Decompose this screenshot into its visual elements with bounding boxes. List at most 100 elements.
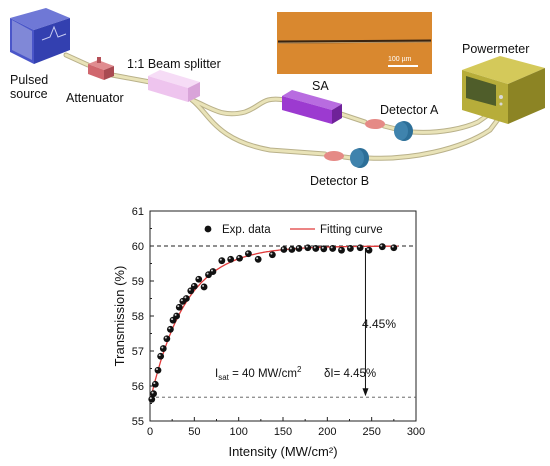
x-tick-label: 0 bbox=[147, 426, 153, 438]
data-point-highlight bbox=[188, 288, 191, 291]
data-point bbox=[175, 303, 183, 311]
data-point bbox=[195, 275, 203, 283]
data-point-highlight bbox=[237, 256, 240, 259]
x-axis-label: Intensity (MW/cm²) bbox=[228, 444, 337, 459]
attenuator-icon bbox=[88, 57, 114, 80]
x-tick-label: 50 bbox=[188, 426, 200, 438]
data-point-highlight bbox=[192, 284, 195, 287]
data-point-highlight bbox=[158, 354, 161, 357]
data-point-highlight bbox=[296, 246, 299, 249]
data-point bbox=[150, 390, 157, 398]
data-point-highlight bbox=[330, 246, 333, 249]
y-tick-label: 61 bbox=[132, 206, 144, 218]
reference-lines bbox=[150, 245, 416, 398]
data-point bbox=[173, 312, 181, 320]
y-tick-label: 57 bbox=[132, 346, 144, 358]
x-tick-label: 150 bbox=[274, 426, 292, 438]
data-point bbox=[320, 245, 328, 253]
data-point bbox=[338, 246, 345, 254]
y-axis-label: Transmission (%) bbox=[112, 266, 127, 367]
data-point bbox=[182, 295, 190, 302]
data-point-highlight bbox=[164, 336, 167, 339]
data-point bbox=[151, 380, 159, 388]
data-point bbox=[356, 244, 364, 252]
data-point bbox=[157, 352, 165, 360]
data-point bbox=[166, 325, 174, 333]
data-point-highlight bbox=[219, 258, 222, 261]
data-point-highlight bbox=[149, 397, 152, 400]
data-point bbox=[209, 268, 217, 275]
data-point-highlight bbox=[348, 246, 351, 249]
data-point-highlight bbox=[206, 272, 209, 275]
y-tick-label: 58 bbox=[132, 311, 144, 323]
data-point-highlight bbox=[358, 245, 361, 248]
y-tick-label: 59 bbox=[132, 276, 144, 288]
legend-label-points: Exp. data bbox=[222, 224, 271, 236]
data-point-highlight bbox=[228, 257, 231, 260]
data-point bbox=[312, 245, 320, 252]
data-point bbox=[254, 255, 262, 263]
data-point-highlight bbox=[313, 246, 316, 249]
data-point bbox=[190, 282, 198, 290]
data-point-highlight bbox=[289, 247, 292, 250]
data-point bbox=[154, 366, 162, 374]
data-point bbox=[159, 345, 167, 352]
data-point-highlight bbox=[380, 244, 383, 247]
fiber-paths bbox=[63, 52, 508, 161]
beam-splitter-icon bbox=[148, 70, 200, 102]
detector-a-icon bbox=[365, 119, 413, 141]
data-point-highlight bbox=[180, 299, 183, 302]
data-point-highlight bbox=[161, 346, 164, 349]
data-point bbox=[218, 257, 226, 265]
data-point-highlight bbox=[174, 313, 177, 316]
data-point bbox=[304, 244, 312, 252]
data-points bbox=[148, 243, 398, 403]
scale-bar-label: 100 µm bbox=[388, 56, 412, 63]
data-point-highlight bbox=[391, 245, 394, 248]
data-point bbox=[329, 245, 337, 252]
delta-label: 4.45% bbox=[362, 317, 396, 331]
powermeter-label: Powermeter bbox=[462, 42, 530, 56]
data-point-highlight bbox=[256, 257, 259, 260]
data-point bbox=[346, 245, 354, 252]
data-point bbox=[200, 283, 208, 291]
data-point-highlight bbox=[155, 368, 158, 371]
data-point bbox=[288, 246, 296, 253]
powermeter-icon bbox=[462, 56, 545, 124]
legend-marker-points bbox=[204, 225, 212, 233]
data-point-highlight bbox=[196, 277, 199, 280]
axis-ticks: 0 50 100 150 200 250 300 55 56 57 58 59 60 61 bbox=[132, 206, 425, 438]
sa-microscope-image bbox=[277, 12, 432, 74]
data-point bbox=[236, 254, 243, 262]
data-point-highlight bbox=[184, 296, 187, 299]
detector-b-icon bbox=[324, 148, 369, 168]
data-point bbox=[227, 255, 235, 263]
data-point bbox=[295, 245, 303, 252]
setup-diagram bbox=[10, 8, 545, 168]
data-point bbox=[245, 250, 252, 258]
x-tick-label: 200 bbox=[318, 426, 336, 438]
data-point-highlight bbox=[321, 246, 324, 249]
fitting-curve bbox=[149, 245, 399, 402]
pulsed-source-label-line2: source bbox=[10, 87, 48, 101]
delta-arrow-head bbox=[362, 388, 369, 397]
fit-curve-group bbox=[149, 245, 399, 402]
saturable-absorber-icon bbox=[282, 90, 342, 124]
sa-label: SA bbox=[312, 79, 329, 93]
data-point bbox=[378, 243, 386, 251]
data-point-highlight bbox=[246, 251, 249, 254]
data-point-highlight bbox=[153, 382, 156, 385]
data-point bbox=[268, 251, 276, 259]
x-tick-label: 300 bbox=[407, 426, 425, 438]
beam-splitter-label: 1:1 Beam splitter bbox=[127, 57, 221, 71]
y-tick-label: 56 bbox=[132, 381, 144, 393]
attenuator-label: Attenuator bbox=[66, 91, 124, 105]
data-point-highlight bbox=[305, 245, 308, 248]
data-point bbox=[163, 335, 171, 343]
data-point-highlight bbox=[270, 252, 273, 255]
delta-i-label: δI= 4.45% bbox=[324, 368, 376, 380]
legend-label-fit: Fitting curve bbox=[320, 224, 383, 236]
pulsed-source-label-line1: Pulsed bbox=[10, 73, 49, 87]
data-point bbox=[280, 246, 288, 253]
